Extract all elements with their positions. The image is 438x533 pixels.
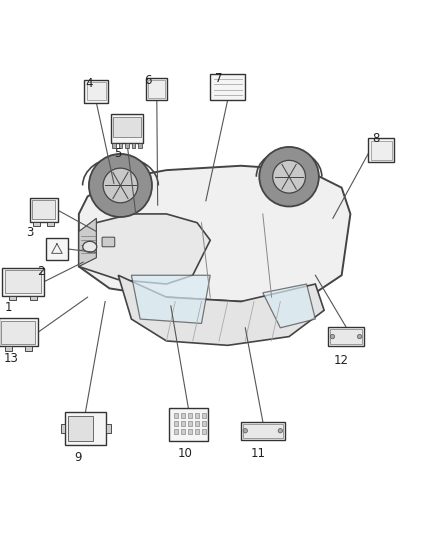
Bar [181,413,185,418]
Bar [125,143,129,148]
Polygon shape [79,219,96,266]
Bar [368,139,394,163]
Bar [174,413,178,418]
FancyBboxPatch shape [102,237,115,247]
Polygon shape [79,214,210,284]
Bar [174,429,178,434]
Text: 10: 10 [177,447,192,460]
Text: 1: 1 [4,301,12,313]
Text: 2: 2 [37,265,45,278]
Bar [195,429,199,434]
Bar [33,222,40,226]
Bar [188,413,192,418]
Circle shape [278,429,283,433]
Bar [181,429,185,434]
Circle shape [89,154,152,217]
Text: 13: 13 [4,352,18,365]
Bar [84,80,109,103]
Circle shape [357,334,362,339]
Circle shape [243,429,247,433]
Bar [328,327,364,346]
Text: 7: 7 [215,72,223,85]
FancyBboxPatch shape [2,268,44,296]
Polygon shape [131,275,210,324]
Bar [188,421,192,426]
Bar [202,429,206,434]
Bar [25,346,32,351]
Bar [47,222,54,226]
Bar [112,143,116,148]
Bar [30,296,37,301]
Bar [243,424,283,438]
Circle shape [259,147,319,206]
Polygon shape [263,284,315,328]
Bar [138,143,141,148]
Bar [113,117,141,136]
Bar [146,78,167,101]
Bar [202,413,206,418]
Bar [195,421,199,426]
Bar [1,320,35,344]
Bar [148,80,165,98]
Bar [188,429,192,434]
Bar [32,200,55,219]
Bar [110,114,143,143]
Polygon shape [118,275,324,345]
Bar [241,422,285,440]
Circle shape [273,160,305,193]
Text: 4: 4 [85,77,93,90]
Bar [330,329,362,344]
Bar [119,143,122,148]
Polygon shape [79,166,350,302]
Text: 5: 5 [114,147,121,160]
Bar [4,270,41,294]
Circle shape [103,168,138,203]
Text: 6: 6 [144,74,151,87]
Bar [65,412,106,445]
Bar [61,424,66,433]
Bar [371,141,392,160]
Bar [132,143,135,148]
Text: 3: 3 [26,226,34,239]
Bar [9,296,16,301]
Ellipse shape [83,241,97,252]
Bar [169,408,208,441]
Circle shape [330,334,335,339]
Bar [5,346,12,351]
Bar [210,74,245,100]
Bar [68,416,93,441]
FancyBboxPatch shape [30,198,58,222]
Text: 9: 9 [74,451,82,464]
Bar [181,421,185,426]
Text: 11: 11 [251,447,265,460]
Text: 12: 12 [334,354,349,367]
Bar [87,82,106,101]
Text: 8: 8 [372,132,380,144]
Bar [106,424,110,433]
Bar [202,421,206,426]
Bar [174,421,178,426]
FancyBboxPatch shape [0,318,38,346]
Bar [195,413,199,418]
Bar [46,238,68,260]
